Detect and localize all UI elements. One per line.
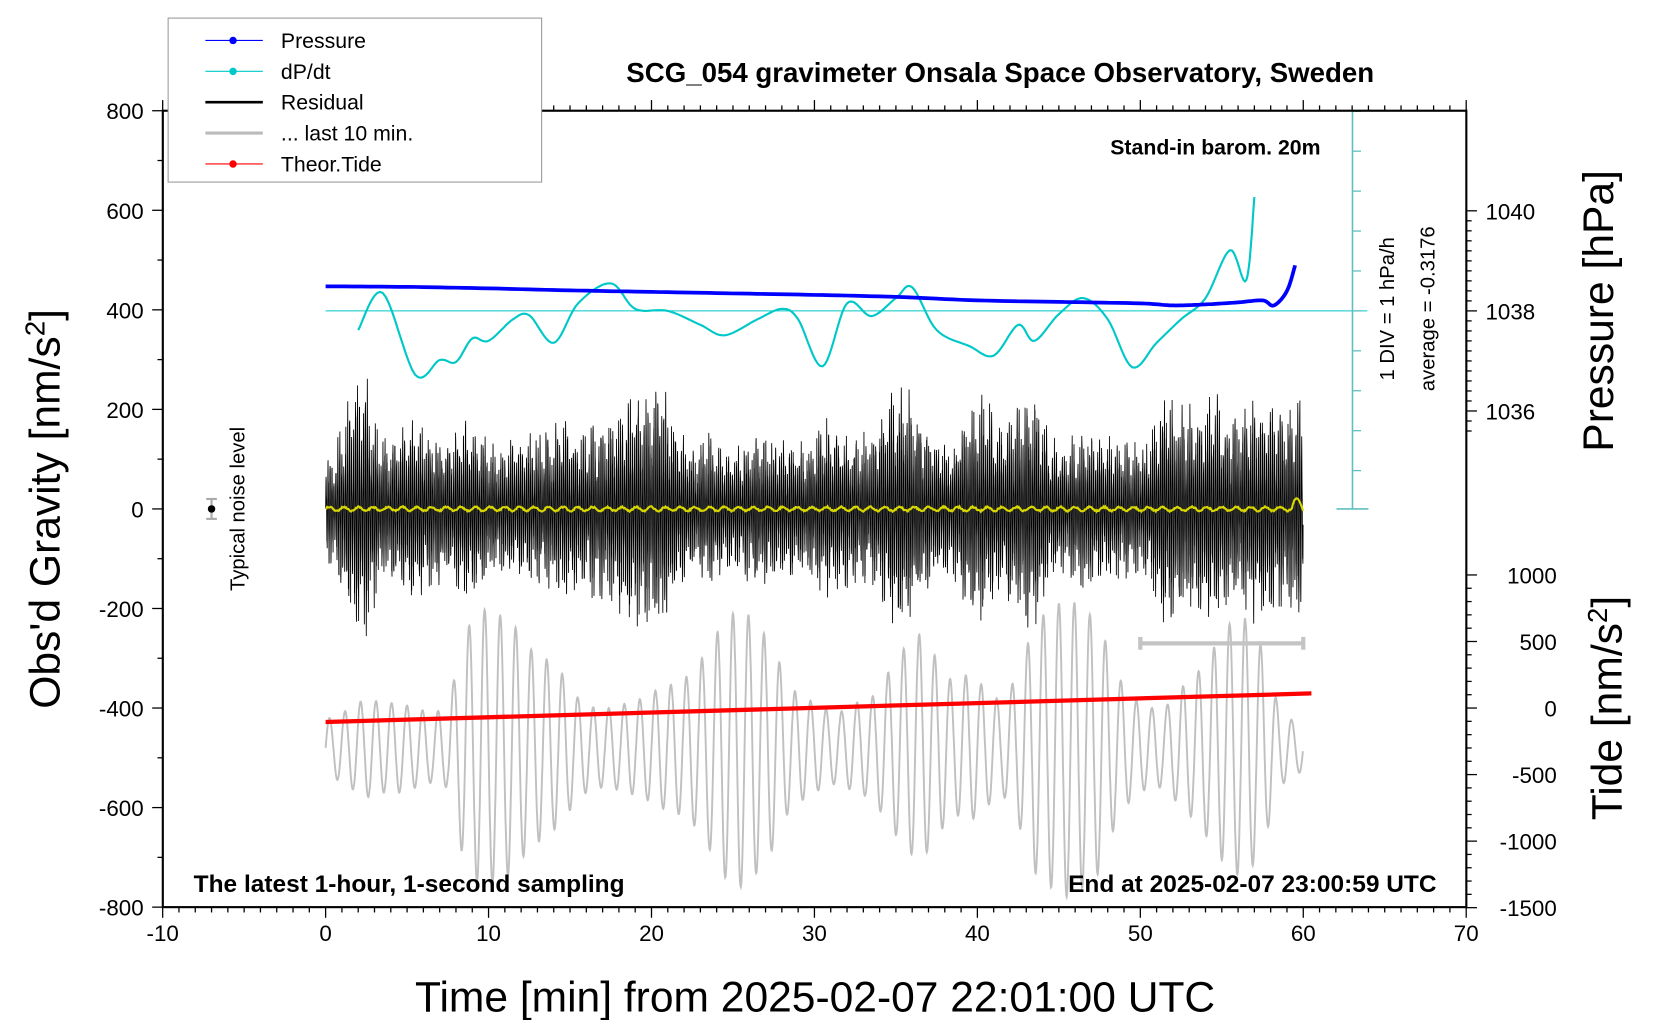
y-axis-pressure-label: Pressure [hPa] — [1575, 170, 1623, 452]
y-left-label-main: Obs'd Gravity [nm/s — [22, 336, 70, 708]
x-tick-label: 0 — [319, 921, 331, 946]
y-tick-label-gravity: 800 — [106, 99, 143, 124]
y-axis-left-label: Obs'd Gravity [nm/s2] — [20, 309, 70, 709]
legend-label: Pressure — [281, 29, 366, 53]
y-tick-label-tide: -1500 — [1500, 896, 1557, 921]
y-tick-label-pressure: 1036 — [1485, 399, 1535, 424]
y-tick-label-gravity: 200 — [106, 398, 143, 423]
legend-marker — [229, 36, 237, 45]
pressure-line — [325, 264, 1297, 308]
y-tick-label-gravity: 600 — [106, 199, 143, 224]
y-tick-label-tide: 500 — [1520, 630, 1557, 655]
legend-label: Theor.Tide — [281, 152, 382, 176]
x-tick-label: 40 — [965, 921, 990, 946]
x-tick-label: 70 — [1454, 921, 1479, 946]
x-tick-label: 30 — [802, 921, 827, 946]
bottom-left-note: The latest 1-hour, 1-second sampling — [194, 871, 625, 898]
x-tick-label: 50 — [1128, 921, 1153, 946]
x-axis-label: Time [min] from 2025-02-07 22:01:00 UTC — [415, 973, 1215, 1020]
average-label: average = -0.3176 — [1417, 226, 1439, 391]
dpdt-line — [357, 196, 1256, 379]
legend-label: ... last 10 min. — [281, 122, 413, 146]
y-tick-label-pressure: 1040 — [1485, 199, 1535, 224]
y-left-label-close: ] — [22, 309, 70, 321]
noise-level-point — [207, 505, 216, 513]
x-tick-label: 10 — [476, 921, 501, 946]
legend: Pressure dP/dt Residual ... last 10 min. The… — [167, 17, 543, 183]
legend-items: Pressure dP/dt Residual ... last 10 min. The… — [205, 29, 413, 176]
y-left-label-sup: 2 — [20, 321, 51, 336]
noise-label: Typical noise level — [228, 427, 250, 591]
legend-marker — [229, 67, 237, 76]
legend-label: Residual — [281, 91, 364, 115]
y-tick-label-gravity: 0 — [131, 497, 143, 522]
y-tick-label-tide: -1000 — [1500, 830, 1557, 855]
y-tick-label-gravity: 400 — [106, 298, 143, 323]
div-label: 1 DIV = 1 hPa/h — [1377, 237, 1399, 380]
y-tick-label-gravity: -800 — [99, 896, 144, 921]
x-tick-label: -10 — [147, 921, 179, 946]
chart-title: SCG_054 gravimeter Onsala Space Observat… — [626, 57, 1374, 88]
axes-layer: -10 0 10 20 30 40 50 60 70 800 600 400 200 0 -200 -400 -… — [99, 99, 1557, 946]
bottom-right-note: End at 2025-02-07 23:00:59 UTC — [1068, 871, 1436, 898]
theor-tide-line — [325, 691, 1312, 725]
x-tick-label: 60 — [1291, 921, 1316, 946]
last-10-min-line — [324, 601, 1304, 901]
y-tide-label-close: ] — [1584, 596, 1632, 608]
x-tick-label: 20 — [639, 921, 664, 946]
stand-in-label: Stand-in barom. 20m — [1110, 135, 1320, 159]
y-tide-label-sup: 2 — [1582, 608, 1613, 623]
y-axis-tide-label: Tide [nm/s2] — [1582, 596, 1632, 820]
y-tick-label-tide: 0 — [1544, 697, 1556, 722]
y-tick-label-tide: 1000 — [1507, 563, 1557, 588]
residual-line — [325, 378, 1304, 637]
y-tick-label-gravity: -600 — [99, 796, 144, 821]
legend-box — [167, 17, 543, 183]
y-tick-label-gravity: -200 — [99, 597, 144, 622]
filtered-residual-line — [325, 497, 1305, 514]
plot-layer — [206, 110, 1369, 901]
legend-label: dP/dt — [281, 60, 331, 84]
legend-marker — [229, 160, 237, 168]
y-tick-label-pressure: 1038 — [1485, 299, 1535, 324]
y-tide-label-main: Tide [nm/s — [1584, 623, 1632, 820]
y-tick-label-tide: -500 — [1512, 763, 1557, 788]
y-tick-label-gravity: -400 — [99, 697, 144, 722]
